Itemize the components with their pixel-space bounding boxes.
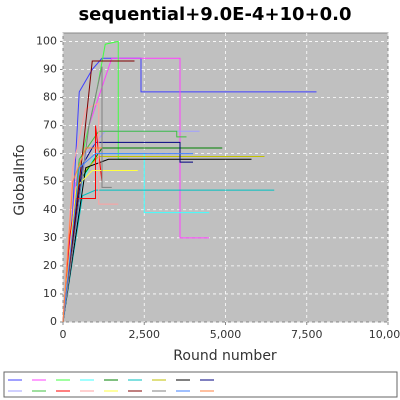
x-tick-label: 2,500 — [129, 328, 161, 341]
series-line — [62, 102, 119, 323]
y-tick-label: 70 — [43, 119, 57, 132]
series-line — [62, 57, 210, 323]
y-tick-label: 20 — [43, 259, 57, 272]
x-tick-label: 7,500 — [291, 328, 323, 341]
y-tick-label: 90 — [43, 62, 57, 75]
x-axis-label: Round number — [173, 348, 277, 364]
y-tick-label: 100 — [36, 34, 57, 47]
x-tick-label: 10,000 — [369, 328, 400, 341]
y-axis-label: GlobalInfo — [12, 144, 28, 215]
legend-box — [3, 371, 398, 398]
series-line — [62, 153, 193, 323]
y-tick-label: 0 — [50, 315, 57, 328]
y-tick-label: 60 — [43, 147, 57, 160]
series-line — [62, 60, 135, 323]
series-line — [62, 57, 317, 323]
y-tick-label: 30 — [43, 231, 57, 244]
y-tick-label: 10 — [43, 287, 57, 300]
y-tick-label: 50 — [43, 175, 57, 188]
series-line — [62, 169, 138, 323]
series-line — [62, 141, 193, 323]
series-line — [62, 125, 103, 323]
x-tick-label: 5,000 — [210, 328, 242, 341]
x-tick-label: 0 — [60, 328, 67, 341]
y-tick-label: 80 — [43, 91, 57, 104]
series-line — [62, 147, 102, 323]
series-line — [62, 66, 112, 323]
y-tick-label: 40 — [43, 203, 57, 216]
chart-title: sequential+9.0E-4+10+0.0 — [78, 4, 351, 25]
